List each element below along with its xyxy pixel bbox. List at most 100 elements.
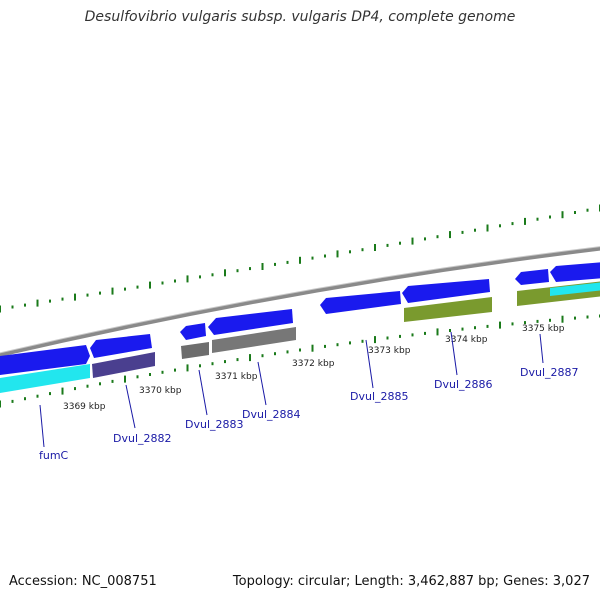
tick-mark bbox=[361, 339, 364, 343]
tick-mark bbox=[474, 228, 476, 232]
tick-mark bbox=[261, 263, 264, 270]
tick-mark bbox=[586, 208, 589, 212]
tick-mark bbox=[199, 275, 201, 279]
tick-mark bbox=[399, 334, 401, 338]
scale-labels: 3369 kbp 3370 kbp 3371 kbp 3372 kbp 3373… bbox=[63, 324, 565, 412]
tick-mark bbox=[374, 244, 376, 251]
gene-dvul-2882-upper[interactable] bbox=[90, 334, 152, 358]
tick-mark bbox=[0, 305, 1, 313]
tick-mark bbox=[299, 348, 301, 352]
tick-mark bbox=[499, 224, 501, 228]
outer-gc-ticks bbox=[0, 204, 600, 313]
gene-dvul-2886-lower[interactable] bbox=[404, 297, 492, 322]
tick-mark bbox=[324, 344, 326, 348]
tick-mark bbox=[36, 299, 39, 307]
tick-mark bbox=[99, 382, 101, 386]
tick-mark bbox=[436, 328, 439, 336]
genome-backbone-highlight bbox=[0, 246, 600, 354]
tick-mark bbox=[311, 344, 314, 352]
tick-mark bbox=[536, 319, 539, 323]
tick-mark bbox=[411, 333, 414, 337]
gene-dvul-2887-cyan[interactable] bbox=[550, 282, 600, 296]
gene-dvul-2883-upper[interactable] bbox=[180, 323, 206, 340]
tick-mark bbox=[436, 235, 439, 239]
tick-mark bbox=[211, 273, 214, 277]
tick-mark bbox=[261, 354, 264, 358]
tick-mark bbox=[449, 329, 451, 332]
gene-label-dvul-2887[interactable]: Dvul_2887 bbox=[520, 366, 579, 379]
tick-mark bbox=[486, 324, 489, 328]
tick-mark bbox=[211, 362, 214, 366]
tick-mark bbox=[549, 318, 551, 322]
genome-stats-text: Topology: circular; Length: 3,462,887 bp… bbox=[232, 574, 590, 589]
gene-label-dvul-2884[interactable]: Dvul_2884 bbox=[242, 408, 301, 421]
tick-mark bbox=[461, 327, 464, 331]
gene-labels: fumC Dvul_2882 Dvul_2883 Dvul_2884 Dvul_… bbox=[39, 366, 579, 462]
gene-dvul-2882-lower[interactable] bbox=[92, 352, 155, 378]
gene-features bbox=[0, 262, 600, 393]
scale-label-3374: 3374 kbp bbox=[445, 335, 488, 345]
tick-mark bbox=[11, 399, 14, 403]
tick-mark bbox=[349, 341, 351, 345]
gene-dvul-2884-lower[interactable] bbox=[212, 327, 296, 353]
tick-mark bbox=[499, 321, 501, 329]
gene-dvul-2885-upper[interactable] bbox=[320, 291, 401, 314]
tick-mark bbox=[49, 299, 51, 303]
tick-mark bbox=[299, 256, 301, 264]
tick-mark bbox=[74, 387, 76, 391]
tick-mark bbox=[474, 326, 476, 330]
tick-mark bbox=[386, 336, 389, 340]
tick-mark bbox=[249, 267, 251, 271]
tick-mark bbox=[274, 262, 276, 266]
tick-mark bbox=[424, 331, 426, 335]
scale-label-3370: 3370 kbp bbox=[139, 386, 182, 396]
tick-mark bbox=[524, 217, 526, 225]
tick-mark bbox=[124, 375, 126, 383]
gene-dvul-2887-upper-b[interactable] bbox=[550, 262, 600, 282]
tick-mark bbox=[324, 254, 326, 258]
tick-mark bbox=[24, 397, 26, 401]
tick-mark bbox=[111, 379, 114, 383]
gene-label-leaders bbox=[39, 331, 544, 448]
inner-scale-ticks bbox=[0, 314, 600, 408]
tick-mark bbox=[286, 260, 289, 264]
tick-mark bbox=[224, 360, 226, 364]
tick-mark bbox=[486, 224, 489, 232]
scale-label-3373: 3373 kbp bbox=[368, 346, 411, 356]
tick-mark bbox=[386, 243, 389, 247]
tick-mark bbox=[574, 211, 576, 214]
gene-dvul-2886-upper[interactable] bbox=[402, 279, 490, 303]
tick-mark bbox=[11, 305, 14, 309]
gene-label-dvul-2886[interactable]: Dvul_2886 bbox=[434, 378, 493, 391]
tick-mark bbox=[561, 315, 564, 323]
gene-label-dvul-2882[interactable]: Dvul_2882 bbox=[113, 432, 172, 445]
tick-mark bbox=[61, 387, 64, 395]
tick-mark bbox=[99, 291, 101, 295]
genome-backbone bbox=[0, 246, 600, 357]
gene-dvul-2883-lower[interactable] bbox=[181, 342, 209, 359]
tick-mark bbox=[74, 293, 76, 301]
tick-mark bbox=[199, 364, 201, 368]
gene-label-dvul-2885[interactable]: Dvul_2885 bbox=[350, 390, 409, 403]
gene-label-dvul-2883[interactable]: Dvul_2883 bbox=[185, 418, 244, 431]
tick-mark bbox=[136, 285, 139, 289]
tick-mark bbox=[36, 394, 39, 398]
tick-mark bbox=[399, 241, 401, 245]
gene-label-fumc[interactable]: fumC bbox=[39, 449, 69, 462]
gene-fumc-lower[interactable] bbox=[0, 364, 90, 393]
scale-label-3371: 3371 kbp bbox=[215, 372, 258, 382]
tick-mark bbox=[149, 373, 151, 376]
gene-fumc-upper[interactable] bbox=[0, 345, 90, 375]
accession-text: Accession: NC_008751 bbox=[9, 574, 157, 589]
tick-mark bbox=[86, 293, 89, 297]
tick-mark bbox=[511, 222, 514, 226]
tick-mark bbox=[124, 287, 126, 291]
tick-mark bbox=[236, 358, 239, 362]
gene-dvul-2887-upper-a[interactable] bbox=[515, 269, 549, 285]
tick-mark bbox=[561, 211, 564, 219]
tick-mark bbox=[186, 275, 189, 283]
tick-mark bbox=[161, 370, 164, 374]
tick-mark bbox=[349, 250, 351, 254]
tick-mark bbox=[49, 392, 51, 396]
gene-dvul-2884-upper[interactable] bbox=[208, 309, 293, 335]
